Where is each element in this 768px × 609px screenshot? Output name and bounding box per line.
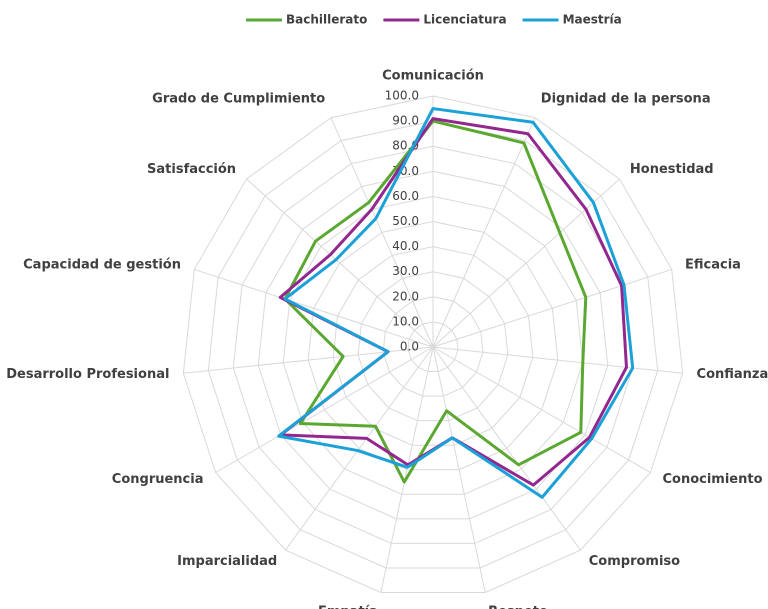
category-label: Congruencia <box>112 472 204 487</box>
tick-label: 10.0 <box>392 314 419 328</box>
tick-label: 90.0 <box>392 114 419 128</box>
series-line <box>277 107 635 499</box>
grid-ring <box>282 195 584 495</box>
spoke <box>432 268 672 348</box>
grid-ring <box>182 95 684 594</box>
spoke <box>183 346 434 374</box>
category-label: Confianza <box>697 367 768 382</box>
tick-label: 0.0 <box>400 340 419 354</box>
spoke <box>432 346 683 374</box>
category-label: Empatía <box>318 605 378 609</box>
category-label: Desarrollo Profesional <box>6 367 169 382</box>
tick-label: 20.0 <box>392 289 419 303</box>
spoke <box>194 268 434 348</box>
spoke <box>285 346 434 551</box>
spoke <box>432 346 486 593</box>
grid-ring <box>207 120 659 569</box>
spoke <box>432 178 620 348</box>
legend-label: Licenciatura <box>423 13 506 27</box>
tick-label: 60.0 <box>392 189 419 203</box>
category-label: Honestidad <box>630 162 714 177</box>
series-line <box>283 119 588 484</box>
tick-label: 50.0 <box>392 214 419 228</box>
grid-ring <box>407 321 459 373</box>
category-label: Imparcialidad <box>177 554 277 569</box>
grid-ring <box>332 246 534 446</box>
legend-label: Bachillerato <box>286 13 367 27</box>
category-label: Eficacia <box>685 258 741 273</box>
category-label: Satisfacción <box>147 162 236 177</box>
grid-ring <box>257 170 609 520</box>
category-label: Capacidad de gestión <box>23 258 181 273</box>
grid-ring <box>382 296 484 397</box>
spoke <box>432 346 581 551</box>
grid-ring <box>307 220 559 471</box>
tick-label: 100.0 <box>385 89 419 103</box>
grid-ring <box>357 271 509 422</box>
category-label: Respeto <box>488 605 548 609</box>
spoke <box>380 346 434 593</box>
spoke <box>330 117 434 348</box>
tick-label: 30.0 <box>392 264 419 278</box>
category-label: Comunicación <box>382 69 484 84</box>
legend-label: Maestría <box>563 13 622 27</box>
category-label: Conocimiento <box>662 472 762 487</box>
spoke <box>432 346 651 473</box>
spoke <box>215 346 434 473</box>
tick-label: 40.0 <box>392 239 419 253</box>
spoke <box>432 117 536 348</box>
category-label: Grado de Cumplimiento <box>152 91 325 106</box>
category-label: Compromiso <box>589 554 680 569</box>
spoke <box>246 178 434 348</box>
category-label: Dignidad de la persona <box>541 91 711 106</box>
